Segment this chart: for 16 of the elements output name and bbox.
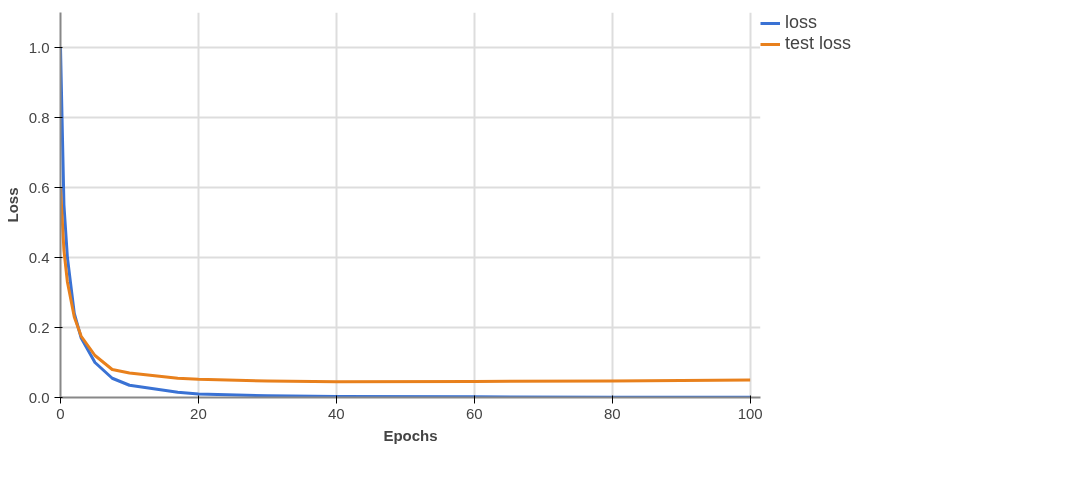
x-tick-label: 0 <box>56 404 65 422</box>
legend-label: test loss <box>785 33 852 54</box>
legend-label: loss <box>785 12 818 33</box>
y-tick-label: 1.0 <box>28 38 50 56</box>
y-tick-label: 0.0 <box>28 388 50 406</box>
x-tick-label: 100 <box>737 404 763 422</box>
y-tick-label: 0.6 <box>28 178 50 196</box>
y-axis-title: Loss <box>3 187 21 223</box>
x-tick-label: 40 <box>328 404 345 422</box>
y-tick-label: 0.4 <box>28 248 50 266</box>
x-axis-title: Epochs <box>383 426 438 444</box>
x-tick-label: 60 <box>465 404 483 422</box>
x-tick-label: 20 <box>190 404 207 422</box>
y-tick-label: 0.8 <box>28 108 50 126</box>
y-tick-label: 0.2 <box>28 318 50 336</box>
x-tick-label: 80 <box>603 404 621 422</box>
